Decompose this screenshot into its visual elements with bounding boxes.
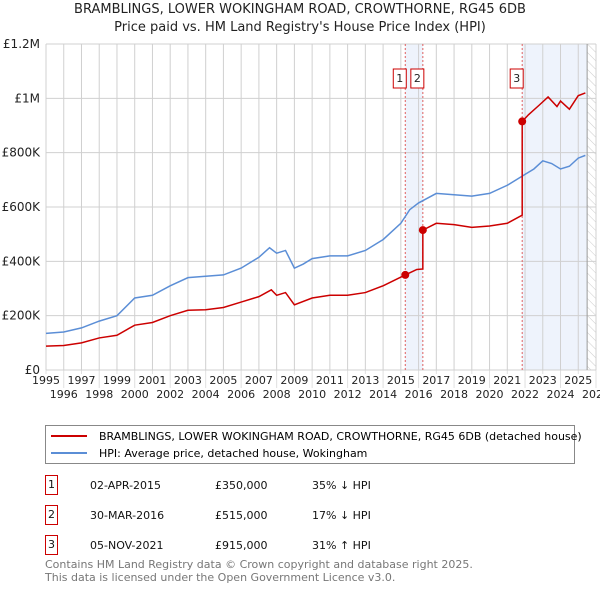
x-tick-label: 2022 — [511, 388, 539, 401]
x-tick-label: 2021 — [493, 374, 521, 387]
x-tick-label: 2024 — [547, 388, 575, 401]
footer-line: Contains HM Land Registry data © Crown c… — [45, 558, 473, 571]
chart-subtitle: Price paid vs. HM Land Registry's House … — [114, 20, 486, 35]
chart-title: BRAMBLINGS, LOWER WOKINGHAM ROAD, CROWTH… — [74, 2, 526, 17]
x-tick-label: 2026 — [582, 388, 600, 401]
sale-marker-label: 3 — [513, 72, 520, 85]
x-tick-label: 2002 — [156, 388, 184, 401]
x-tick-label: 2023 — [529, 374, 557, 387]
legend-item-property: BRAMBLINGS, LOWER WOKINGHAM ROAD, CROWTH… — [46, 428, 582, 444]
sale-price: £350,000 — [215, 479, 268, 492]
x-tick-label: 2001 — [138, 374, 166, 387]
x-tick-label: 2011 — [316, 374, 344, 387]
sale-date: 05-NOV-2021 — [90, 539, 164, 552]
x-tick-label: 2003 — [174, 374, 202, 387]
series-line-hpi — [45, 154, 586, 335]
x-tick-label: 2016 — [405, 388, 433, 401]
y-tick-label: £1M — [14, 91, 40, 105]
y-tick-label: £0 — [25, 363, 40, 377]
x-tick-label: 2012 — [334, 388, 362, 401]
sale-point — [418, 226, 427, 235]
x-tick-label: 2010 — [298, 388, 326, 401]
x-tick-label: 1998 — [85, 388, 113, 401]
x-tick-label: 2020 — [476, 388, 504, 401]
x-tick-label: 2014 — [369, 388, 397, 401]
sale-hpi-diff: 35% ↓ HPI — [312, 479, 371, 492]
x-tick-label: 2005 — [209, 374, 237, 387]
x-tick-label: 2009 — [280, 374, 308, 387]
x-tick-label: 1997 — [67, 374, 95, 387]
x-tick-label: 2006 — [227, 388, 255, 401]
sale-price: £915,000 — [215, 539, 268, 552]
sale-point — [401, 270, 410, 279]
sale-number: 3 — [45, 535, 58, 555]
sale-marker-box — [410, 68, 425, 89]
sale-marker-box — [509, 68, 524, 89]
sale-number: 1 — [45, 475, 58, 495]
series-line-property — [45, 92, 586, 347]
x-tick-label: 2025 — [564, 374, 592, 387]
sale-date: 02-APR-2015 — [90, 479, 162, 492]
x-tick-label: 1999 — [103, 374, 131, 387]
price-chart: 1995199619971998199920002001200220032004… — [2, 37, 600, 401]
sale-marker-label: 1 — [396, 72, 403, 85]
x-tick-label: 2017 — [422, 374, 450, 387]
sale-number: 2 — [45, 505, 58, 525]
x-tick-label: 1996 — [50, 388, 78, 401]
x-tick-label: 2018 — [440, 388, 468, 401]
sale-date: 30-MAR-2016 — [90, 509, 165, 522]
x-tick-label: 2013 — [351, 374, 379, 387]
x-tick-label: 2000 — [121, 388, 149, 401]
footer: Contains HM Land Registry data © Crown c… — [45, 558, 473, 584]
x-tick-label: 1995 — [32, 374, 60, 387]
legend-label: HPI: Average price, detached house, Woki… — [99, 446, 368, 460]
sale-hpi-diff: 17% ↓ HPI — [312, 509, 371, 522]
x-tick-label: 2008 — [263, 388, 291, 401]
legend-swatch — [51, 435, 87, 437]
sale-marker-box — [392, 68, 407, 89]
legend-item-hpi: HPI: Average price, detached house, Woki… — [46, 445, 367, 461]
sale-marker-label: 2 — [414, 72, 421, 85]
y-tick-label: £800K — [2, 146, 42, 160]
legend: BRAMBLINGS, LOWER WOKINGHAM ROAD, CROWTH… — [45, 425, 582, 464]
y-tick-label: £400K — [2, 254, 42, 268]
legend-swatch — [51, 452, 87, 454]
y-tick-label: £200K — [2, 309, 42, 323]
sale-price: £515,000 — [215, 509, 268, 522]
y-tick-label: £600K — [2, 200, 42, 214]
legend-label: BRAMBLINGS, LOWER WOKINGHAM ROAD, CROWTH… — [99, 429, 582, 443]
x-tick-label: 2019 — [458, 374, 486, 387]
sale-point — [518, 117, 527, 126]
x-tick-label: 2007 — [245, 374, 273, 387]
sale-hpi-diff: 31% ↑ HPI — [312, 539, 371, 552]
footer-line: This data is licensed under the Open Gov… — [45, 571, 396, 584]
y-tick-label: £1.2M — [3, 37, 40, 51]
x-tick-label: 2004 — [192, 388, 220, 401]
x-tick-label: 2015 — [387, 374, 415, 387]
